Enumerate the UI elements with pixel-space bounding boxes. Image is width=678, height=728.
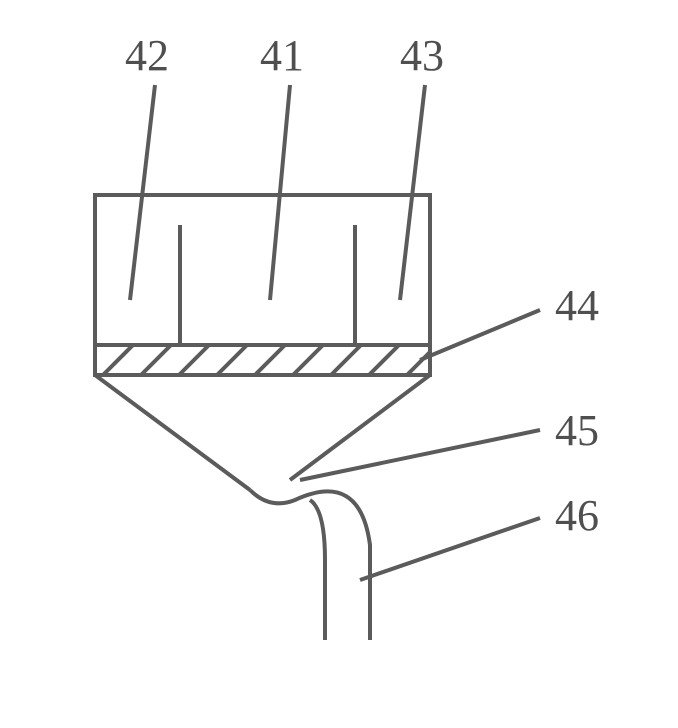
technical-diagram: 42 41 43 44 45 46 [0,0,678,728]
leader-n41 [270,85,290,300]
leader-n42 [130,85,155,300]
label-n42: 42 [125,31,169,80]
label-n44: 44 [555,281,599,330]
funnel-right [290,375,430,480]
label-n41: 41 [260,31,304,80]
label-n45: 45 [555,406,599,455]
outlet-pipe [250,490,370,640]
label-n46: 46 [555,491,599,540]
leader-n43 [400,85,425,300]
hatch-lines [103,345,430,375]
leader-n46 [360,518,540,580]
leader-n45 [300,430,540,480]
upper-box [95,195,430,345]
funnel-left [95,375,250,490]
labels-group: 42 41 43 44 45 46 [125,31,599,580]
leader-n44 [420,310,540,360]
label-n43: 43 [400,31,444,80]
